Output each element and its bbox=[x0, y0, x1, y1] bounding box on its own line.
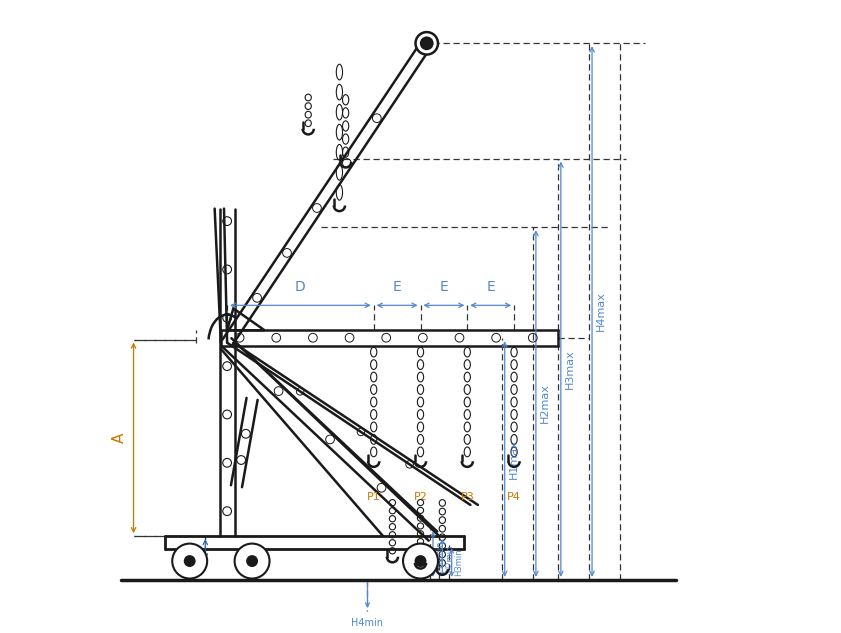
Text: H1min: H1min bbox=[436, 541, 445, 568]
Text: H4max: H4max bbox=[595, 292, 606, 332]
Circle shape bbox=[415, 556, 426, 567]
Circle shape bbox=[172, 544, 207, 579]
Text: H4min: H4min bbox=[352, 618, 383, 629]
Circle shape bbox=[247, 556, 257, 567]
Circle shape bbox=[421, 38, 432, 49]
Circle shape bbox=[415, 32, 438, 54]
Text: E: E bbox=[393, 280, 401, 294]
Circle shape bbox=[235, 544, 270, 579]
Text: H2min: H2min bbox=[445, 544, 454, 572]
Text: E: E bbox=[440, 280, 448, 294]
Text: H1max: H1max bbox=[509, 439, 518, 479]
Circle shape bbox=[403, 544, 438, 579]
Circle shape bbox=[184, 556, 195, 567]
Text: P2: P2 bbox=[414, 492, 427, 503]
Text: P4: P4 bbox=[507, 492, 521, 503]
Text: B: B bbox=[191, 545, 204, 553]
Text: H2max: H2max bbox=[540, 384, 550, 423]
Text: E: E bbox=[486, 280, 495, 294]
Text: P3: P3 bbox=[460, 492, 474, 503]
Text: D: D bbox=[295, 280, 306, 294]
Text: P1: P1 bbox=[367, 492, 381, 503]
Text: A: A bbox=[113, 433, 127, 443]
Text: H3max: H3max bbox=[564, 349, 574, 389]
Text: H3min: H3min bbox=[454, 549, 463, 577]
